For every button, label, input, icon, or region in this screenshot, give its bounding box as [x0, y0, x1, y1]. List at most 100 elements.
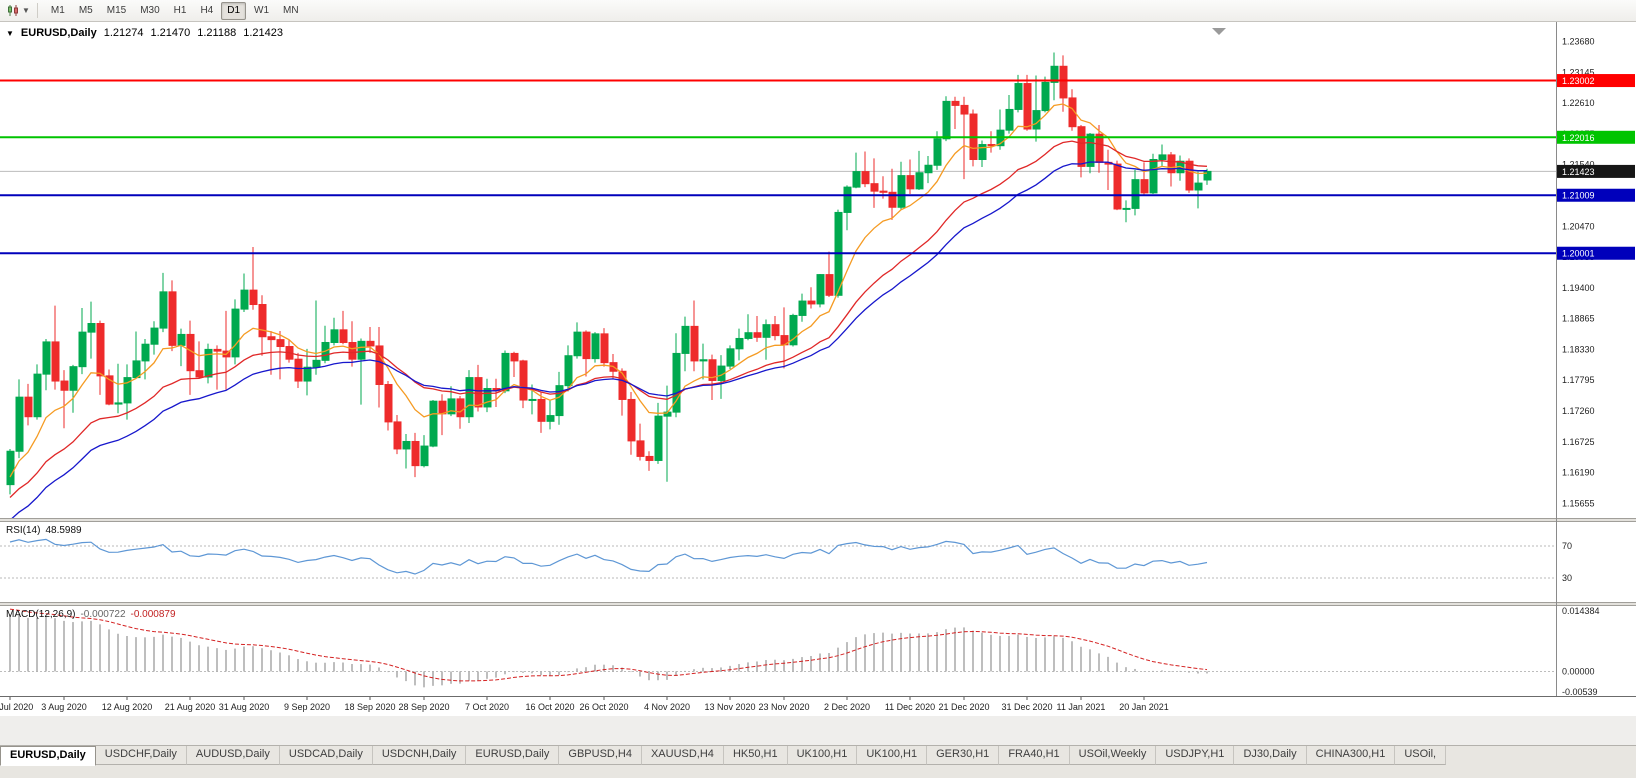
chart-tab-usdchf-daily[interactable]: USDCHF,Daily — [95, 746, 187, 765]
rsi-axis-label: 30 — [1562, 573, 1572, 583]
period-button-h1[interactable]: H1 — [173, 4, 187, 16]
candle-body — [294, 358, 303, 382]
candle-body — [357, 340, 366, 360]
candle-body — [636, 440, 645, 457]
candle-body — [861, 171, 870, 185]
chart-tab-gbpusd-h4[interactable]: GBPUSD,H4 — [559, 746, 642, 765]
chart-tab-usoil-weekly[interactable]: USOil,Weekly — [1069, 746, 1157, 765]
candle-body — [843, 186, 852, 213]
time-axis-label: 12 Aug 2020 — [102, 702, 153, 712]
candle-body — [816, 274, 825, 305]
period-button-m5[interactable]: M5 — [78, 4, 93, 16]
candle-body — [1194, 182, 1203, 191]
chart-type-button[interactable]: ▼ — [4, 3, 33, 18]
candle-body — [879, 190, 888, 193]
time-axis-label: 24 Jul 2020 — [0, 702, 33, 712]
price-axis-label: 1.18865 — [1562, 314, 1595, 324]
candle-body — [168, 291, 177, 346]
chart-tab-eurusd-daily[interactable]: EURUSD,Daily — [466, 746, 560, 765]
macd-axis-label: 0.014384 — [1562, 606, 1600, 616]
candle-body — [1050, 65, 1059, 83]
chart-tab-uk100-h1[interactable]: UK100,H1 — [857, 746, 928, 765]
candle-body — [348, 341, 357, 360]
price-axis-label: 1.20470 — [1562, 221, 1595, 231]
chart-tab-xauusd-h4[interactable]: XAUUSD,H4 — [641, 746, 724, 765]
candle-body — [312, 359, 321, 368]
chart-tab-eurusd-daily[interactable]: EURUSD,Daily — [0, 746, 96, 766]
candle-body — [1140, 179, 1149, 194]
ma-slow-line — [11, 161, 1207, 518]
candle-body — [708, 359, 717, 381]
candle-body — [141, 343, 150, 362]
candle-body — [618, 370, 627, 400]
candle-body — [681, 325, 690, 354]
chart-tab-usoil-[interactable]: USOil, — [1395, 746, 1447, 765]
chart-tab-usdcnh-daily[interactable]: USDCNH,Daily — [372, 746, 467, 765]
candle-body — [600, 333, 609, 364]
candle-body — [6, 450, 15, 486]
candle-body — [924, 164, 933, 174]
one-click-trading-toggle[interactable]: ▼ — [6, 28, 14, 38]
panel-separator — [0, 602, 1636, 606]
candle-body — [1122, 207, 1131, 210]
period-button-m30[interactable]: M30 — [140, 4, 160, 16]
period-button-mn[interactable]: MN — [283, 4, 299, 16]
chart-tab-fra40-h1[interactable]: FRA40,H1 — [999, 746, 1070, 765]
candlestick-chart-icon — [8, 5, 18, 16]
candle-body — [897, 175, 906, 208]
candle-body — [42, 341, 51, 375]
candle-body — [537, 398, 546, 422]
price-axis-label: 1.22610 — [1562, 98, 1595, 108]
period-button-d1[interactable]: D1 — [221, 1, 247, 20]
chart-tab-hk50-h1[interactable]: HK50,H1 — [723, 746, 788, 765]
candle-body — [951, 100, 960, 106]
candle-body — [978, 144, 987, 161]
period-button-m15[interactable]: M15 — [106, 4, 127, 16]
chart-tab-ger30-h1[interactable]: GER30,H1 — [927, 746, 1000, 765]
period-button-w1[interactable]: W1 — [254, 4, 270, 16]
candle-body — [159, 291, 168, 329]
candle-body — [213, 348, 222, 352]
time-axis-label: 9 Sep 2020 — [284, 702, 330, 712]
price-axis-label: 1.23680 — [1562, 37, 1595, 47]
period-button-m1[interactable]: M1 — [50, 4, 65, 16]
chart-background — [0, 22, 1636, 716]
macd-label: MACD(12,26,9) -0.000722 -0.000879 — [6, 609, 176, 620]
time-axis-label: 31 Dec 2020 — [1001, 702, 1052, 712]
chart-tab-china300-h1[interactable]: CHINA300,H1 — [1306, 746, 1396, 765]
candle-body — [132, 360, 141, 379]
period-button-h4[interactable]: H4 — [200, 4, 214, 16]
candle-body — [1158, 154, 1167, 161]
time-axis-label: 20 Jan 2021 — [1119, 702, 1169, 712]
candle-body — [258, 304, 267, 338]
chart-tab-usdcad-daily[interactable]: USDCAD,Daily — [279, 746, 373, 765]
candle-body — [582, 331, 591, 360]
candle-body — [960, 104, 969, 115]
candle-body — [195, 370, 204, 378]
candle-body — [411, 440, 420, 467]
chart-tab-audusd-daily[interactable]: AUDUSD,Daily — [186, 746, 280, 765]
price-marker-bg — [1557, 164, 1635, 178]
time-axis-label: 28 Sep 2020 — [398, 702, 449, 712]
time-axis-label: 11 Jan 2021 — [1057, 702, 1106, 712]
price-marker-bg — [1557, 74, 1635, 88]
candle-body — [870, 183, 879, 192]
price-marker-1.20001: 1.20001 — [1557, 246, 1635, 260]
candle-body — [888, 191, 897, 208]
price-marker-1.21009: 1.21009 — [1557, 188, 1635, 202]
price-axis-label: 1.23145 — [1562, 67, 1595, 77]
candle-body — [915, 172, 924, 190]
price-axis-label: 1.21540 — [1562, 160, 1595, 170]
candle-body — [1059, 65, 1068, 99]
candles-layer — [6, 52, 1212, 495]
candle-body — [78, 331, 87, 368]
chart-tab-usdjpy-h1[interactable]: USDJPY,H1 — [1156, 746, 1235, 765]
time-axis-label: 26 Oct 2020 — [579, 702, 628, 712]
candle-body — [1149, 159, 1158, 194]
price-chart-canvas[interactable]: 70 30 RSI(14) 48.5989 MACD(12,26,9) -0.000722… — [0, 22, 1636, 745]
chart-tab-uk100-h1[interactable]: UK100,H1 — [787, 746, 858, 765]
candle-body — [1023, 83, 1032, 130]
candle-body — [645, 455, 654, 461]
chart-tab-dj30-daily[interactable]: DJ30,Daily — [1234, 746, 1307, 765]
candle-body — [276, 339, 285, 348]
